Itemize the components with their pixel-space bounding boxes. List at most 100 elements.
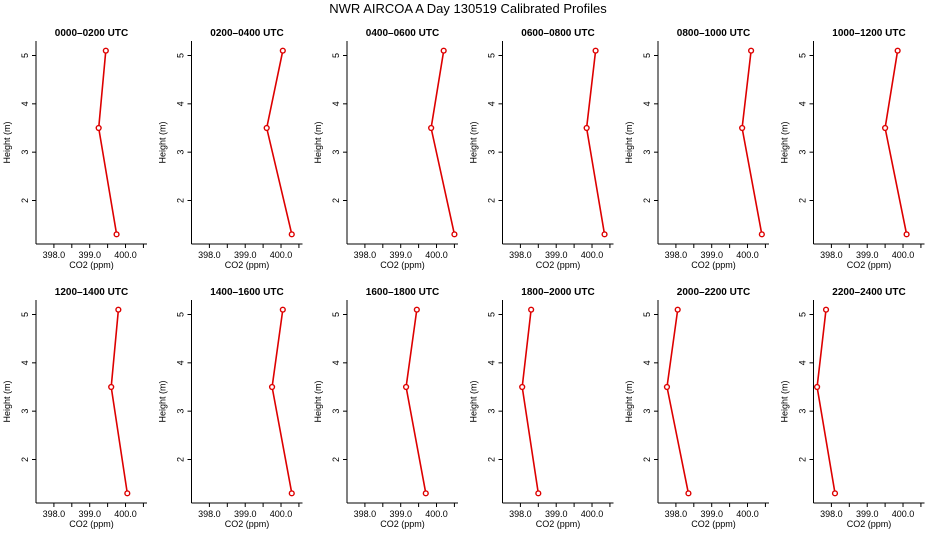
y-axis-label: Height (m): [313, 121, 323, 163]
y-tick-label: 5: [642, 312, 652, 317]
data-point: [402, 383, 410, 391]
y-tick-label: 4: [331, 101, 341, 106]
panel-title: 2200–2400 UTC: [832, 287, 905, 298]
panel-6: 1000–1200 UTC 398.0 399.0 400.0 2 3 4 5 CO2 (ppm…: [780, 28, 925, 270]
x-tick-label: 399.0: [856, 250, 879, 260]
series-line: [585, 50, 606, 235]
data-point: [102, 47, 109, 54]
x-tick-label: 398.0: [198, 509, 221, 519]
x-tick-label: 398.0: [820, 509, 843, 519]
data-point: [279, 306, 286, 313]
y-tick-label: 2: [331, 457, 341, 462]
x-tick-label: 399.0: [389, 250, 412, 260]
panel-title: 0000–0200 UTC: [55, 28, 128, 39]
y-tick-label: 3: [642, 150, 652, 155]
series-line: [405, 309, 427, 494]
y-tick-label: 2: [487, 457, 497, 462]
data-point: [535, 490, 542, 497]
x-tick-label: 399.0: [545, 509, 568, 519]
panel-title: 1600–1800 UTC: [366, 287, 439, 298]
y-tick-label: 4: [798, 360, 808, 365]
y-tick-label: 5: [487, 312, 497, 317]
data-point: [739, 124, 746, 132]
panel-10: 1800–2000 UTC 398.0 399.0 400.0 2 3 4 5 CO2 (ppm…: [469, 287, 614, 529]
panel-title: 1400–1600 UTC: [210, 287, 283, 298]
y-tick-label: 5: [331, 53, 341, 58]
y-tick-label: 2: [798, 198, 808, 203]
y-tick-label: 4: [487, 101, 497, 106]
y-tick-label: 4: [487, 360, 497, 365]
y-tick-label: 4: [20, 360, 30, 365]
x-tick-label: 399.0: [545, 250, 568, 260]
y-tick-label: 2: [176, 198, 186, 203]
data-point: [747, 47, 755, 54]
x-axis-label: CO2 (ppm): [225, 260, 270, 270]
panel-title: 0600–0800 UTC: [521, 28, 594, 39]
y-tick-label: 2: [176, 457, 186, 462]
y-tick-label: 3: [331, 150, 341, 155]
x-tick-label: 399.0: [389, 509, 412, 519]
data-point: [288, 490, 295, 497]
series-line: [97, 50, 118, 235]
x-tick-label: 399.0: [78, 250, 101, 260]
x-tick-label: 399.0: [234, 250, 257, 260]
y-axis-label: Height (m): [158, 121, 168, 163]
x-tick-label: 400.0: [581, 250, 604, 260]
x-tick-label: 400.0: [114, 509, 137, 519]
y-tick-label: 3: [642, 409, 652, 414]
data-point: [882, 124, 889, 132]
y-tick-label: 4: [20, 101, 30, 106]
data-point: [422, 490, 429, 497]
panel-title: 1200–1400 UTC: [55, 287, 128, 298]
y-tick-label: 2: [642, 198, 652, 203]
y-axis-label: Height (m): [624, 380, 634, 422]
panel-11: 2000–2200 UTC 398.0 399.0 400.0 2 3 4 5 CO2 (ppm…: [624, 287, 769, 529]
y-tick-label: 5: [331, 312, 341, 317]
x-tick-label: 400.0: [270, 509, 293, 519]
panel-title: 1800–2000 UTC: [521, 287, 594, 298]
x-tick-label: 398.0: [820, 250, 843, 260]
data-point: [894, 47, 901, 54]
panel-3: 0400–0600 UTC 398.0 399.0 400.0 2 3 4 5 CO2 (ppm…: [313, 28, 458, 270]
x-tick-label: 400.0: [892, 509, 915, 519]
main-title: NWR AIRCOA A Day 130519 Calibrated Profi…: [329, 1, 607, 16]
y-tick-label: 5: [487, 53, 497, 58]
x-axis-label: CO2 (ppm): [691, 260, 736, 270]
x-tick-label: 400.0: [114, 250, 137, 260]
x-tick-label: 398.0: [665, 509, 688, 519]
x-axis-label: CO2 (ppm): [536, 519, 581, 529]
data-point: [903, 231, 910, 238]
y-tick-label: 4: [176, 101, 186, 106]
y-tick-label: 5: [798, 312, 808, 317]
panel-9: 1600–1800 UTC 398.0 399.0 400.0 2 3 4 5 CO2 (ppm…: [313, 287, 458, 529]
data-point: [519, 383, 526, 391]
panel-4: 0600–0800 UTC 398.0 399.0 400.0 2 3 4 5 CO2 (ppm…: [469, 28, 614, 270]
series-line: [666, 309, 690, 494]
data-point: [279, 47, 286, 54]
series-line: [884, 50, 908, 235]
y-tick-label: 2: [20, 457, 30, 462]
data-point: [413, 306, 420, 313]
y-tick-label: 3: [176, 409, 186, 414]
x-axis-label: CO2 (ppm): [69, 260, 114, 270]
x-tick-label: 399.0: [234, 509, 257, 519]
series-line: [110, 309, 129, 494]
x-tick-label: 399.0: [700, 250, 723, 260]
data-point: [758, 231, 765, 238]
x-tick-label: 400.0: [736, 250, 759, 260]
panel-12: 2200–2400 UTC 398.0 399.0 400.0 2 3 4 5 CO2 (ppm…: [780, 287, 925, 529]
data-point: [268, 383, 276, 391]
y-tick-label: 3: [798, 150, 808, 155]
y-tick-label: 5: [642, 53, 652, 58]
x-tick-label: 400.0: [270, 250, 293, 260]
x-tick-label: 400.0: [425, 509, 448, 519]
panel-title: 0800–1000 UTC: [677, 28, 750, 39]
y-tick-label: 3: [20, 150, 30, 155]
x-tick-label: 398.0: [198, 250, 221, 260]
y-axis-label: Height (m): [313, 380, 323, 422]
y-tick-label: 3: [176, 150, 186, 155]
series-line: [816, 309, 836, 494]
series-line: [271, 309, 293, 494]
data-point: [451, 231, 458, 238]
